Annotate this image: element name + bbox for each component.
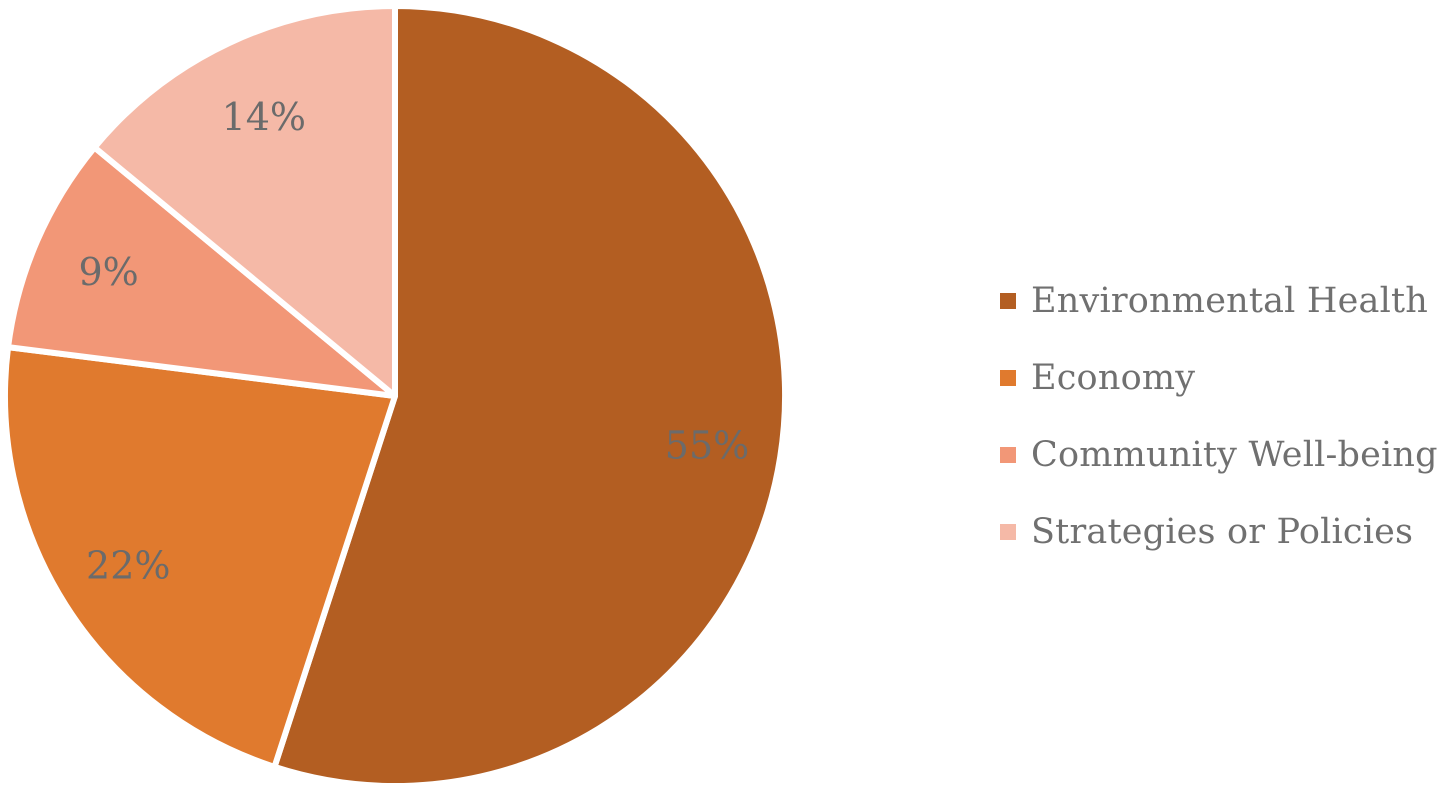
pie-slices <box>2 3 788 789</box>
legend-label: Economy <box>1031 357 1196 398</box>
pie-slice-community-well-being[interactable] <box>5 144 398 399</box>
data-label-community-well-being: 9% <box>79 250 139 294</box>
legend-item-economy[interactable]: Economy <box>1000 339 1438 416</box>
legend-label: Strategies or Policies <box>1031 511 1414 552</box>
data-label-economy: 22% <box>86 543 170 587</box>
legend-item-community-well-being[interactable]: Community Well-being <box>1000 416 1438 493</box>
pie-slice-economy[interactable] <box>2 344 398 770</box>
chart-legend: Environmental Health Economy Community W… <box>1000 262 1438 570</box>
legend-swatch <box>1000 523 1016 540</box>
pie-slice-strategies-or-policies[interactable] <box>91 3 398 399</box>
data-label-strategies-or-policies: 14% <box>222 95 306 139</box>
legend-swatch <box>1000 446 1016 463</box>
legend-swatch <box>1000 369 1016 386</box>
legend-label: Environmental Health <box>1031 280 1428 321</box>
data-label-environmental-health: 55% <box>665 423 749 467</box>
legend-item-strategies-or-policies[interactable]: Strategies or Policies <box>1000 493 1438 570</box>
legend-swatch <box>1000 292 1016 309</box>
pie-data-labels: 55% 22% 9% 14% <box>79 95 750 587</box>
legend-label: Community Well-being <box>1031 434 1438 475</box>
legend-item-environmental-health[interactable]: Environmental Health <box>1000 262 1438 339</box>
pie-slice-environmental-health[interactable] <box>271 3 788 789</box>
